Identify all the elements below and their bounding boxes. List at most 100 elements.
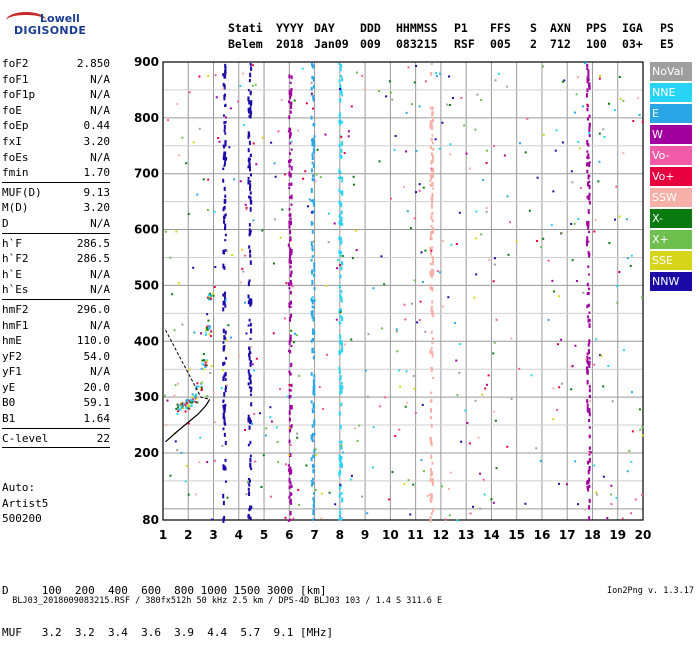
echo-point bbox=[248, 186, 251, 191]
echo-point bbox=[429, 416, 432, 420]
echo-point bbox=[313, 448, 316, 454]
noise-point bbox=[250, 345, 253, 348]
echo-point bbox=[432, 147, 435, 151]
echo-point bbox=[586, 139, 589, 145]
noise-point bbox=[456, 394, 459, 397]
echo-point bbox=[311, 230, 314, 234]
noise-point bbox=[396, 350, 399, 353]
noise-point bbox=[526, 117, 529, 120]
echo-point bbox=[588, 418, 591, 423]
echo-point bbox=[313, 149, 316, 154]
echo-point bbox=[339, 384, 342, 389]
echo-point bbox=[248, 115, 251, 118]
echo-point bbox=[588, 434, 591, 439]
x-tick-label: 10 bbox=[382, 528, 399, 542]
noise-point bbox=[561, 80, 564, 83]
echo-point bbox=[223, 219, 226, 224]
echo-point bbox=[223, 96, 226, 101]
noise-point bbox=[593, 464, 596, 467]
noise-point bbox=[355, 229, 358, 232]
echo-point bbox=[429, 71, 432, 76]
noise-point bbox=[626, 470, 629, 473]
noise-point bbox=[449, 143, 452, 146]
echo-point bbox=[340, 289, 343, 293]
noise-point bbox=[409, 513, 412, 516]
echo-point bbox=[249, 260, 252, 265]
echo-point bbox=[289, 404, 292, 410]
echo-point bbox=[249, 420, 252, 425]
param-key: yE bbox=[2, 380, 16, 394]
trace-point bbox=[206, 360, 209, 363]
noise-point bbox=[413, 217, 416, 220]
echo-point bbox=[288, 388, 291, 392]
echo-point bbox=[340, 463, 343, 467]
param-value: 9.13 bbox=[83, 185, 111, 199]
echo-point bbox=[339, 507, 342, 511]
trace-point bbox=[195, 393, 198, 396]
param-row: foF2 2.850 bbox=[2, 56, 110, 72]
echo-point bbox=[287, 243, 290, 248]
noise-point bbox=[206, 461, 209, 464]
echo-point bbox=[340, 389, 343, 394]
echo-point bbox=[587, 195, 590, 200]
noise-point bbox=[524, 502, 527, 505]
echo-point bbox=[338, 366, 341, 370]
noise-point bbox=[598, 132, 601, 135]
noise-point bbox=[558, 482, 561, 485]
echo-point bbox=[429, 516, 432, 520]
echo-point bbox=[588, 465, 591, 469]
header-key-10: IGA bbox=[622, 21, 643, 35]
noise-point bbox=[439, 271, 442, 274]
echo-point bbox=[247, 165, 250, 169]
trace-point bbox=[179, 408, 182, 411]
echo-point bbox=[249, 62, 252, 66]
noise-point bbox=[262, 454, 265, 457]
noise-point bbox=[295, 334, 298, 337]
noise-point bbox=[616, 301, 619, 304]
echo-point bbox=[431, 192, 434, 198]
echo-point bbox=[339, 463, 342, 467]
echo-point bbox=[223, 293, 226, 297]
echo-point bbox=[587, 117, 590, 121]
noise-point bbox=[509, 221, 512, 224]
noise-point bbox=[468, 167, 471, 170]
echo-point bbox=[311, 142, 314, 145]
param-key: yF2 bbox=[2, 349, 22, 363]
echo-point bbox=[311, 222, 314, 225]
param-separator bbox=[2, 232, 110, 234]
echo-point bbox=[340, 90, 343, 95]
noise-point bbox=[288, 384, 291, 387]
trace-point bbox=[190, 398, 193, 401]
echo-point bbox=[250, 298, 253, 301]
echo-point bbox=[431, 112, 434, 117]
trace-point bbox=[178, 408, 181, 411]
echo-point bbox=[222, 362, 225, 366]
echo-point bbox=[432, 187, 435, 190]
noise-point bbox=[613, 109, 616, 112]
echo-point bbox=[340, 64, 343, 68]
noise-point bbox=[430, 167, 433, 170]
trace-point bbox=[182, 402, 185, 405]
noise-point bbox=[446, 103, 449, 106]
echo-point bbox=[288, 258, 291, 264]
noise-point bbox=[372, 426, 375, 429]
echo-point bbox=[312, 94, 315, 100]
noise-point bbox=[415, 150, 418, 153]
noise-point bbox=[221, 444, 224, 447]
noise-point bbox=[631, 430, 634, 433]
echo-point bbox=[341, 176, 344, 180]
param-value: N/A bbox=[90, 88, 110, 102]
noise-point bbox=[628, 449, 631, 452]
noise-point bbox=[560, 382, 563, 385]
noise-point bbox=[594, 219, 597, 222]
echo-point bbox=[248, 318, 251, 322]
noise-point bbox=[290, 329, 293, 332]
noise-point bbox=[485, 383, 488, 386]
echo-point bbox=[250, 467, 253, 471]
echo-point bbox=[223, 416, 226, 422]
echo-point bbox=[224, 291, 227, 296]
param-value: 286.5 bbox=[76, 236, 110, 250]
noise-point bbox=[358, 424, 361, 427]
noise-point bbox=[207, 178, 210, 181]
param-key: foE bbox=[2, 103, 22, 117]
